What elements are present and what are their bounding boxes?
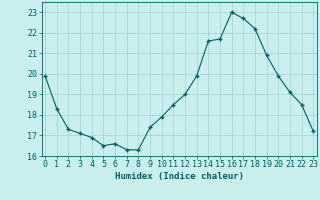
X-axis label: Humidex (Indice chaleur): Humidex (Indice chaleur)	[115, 172, 244, 181]
